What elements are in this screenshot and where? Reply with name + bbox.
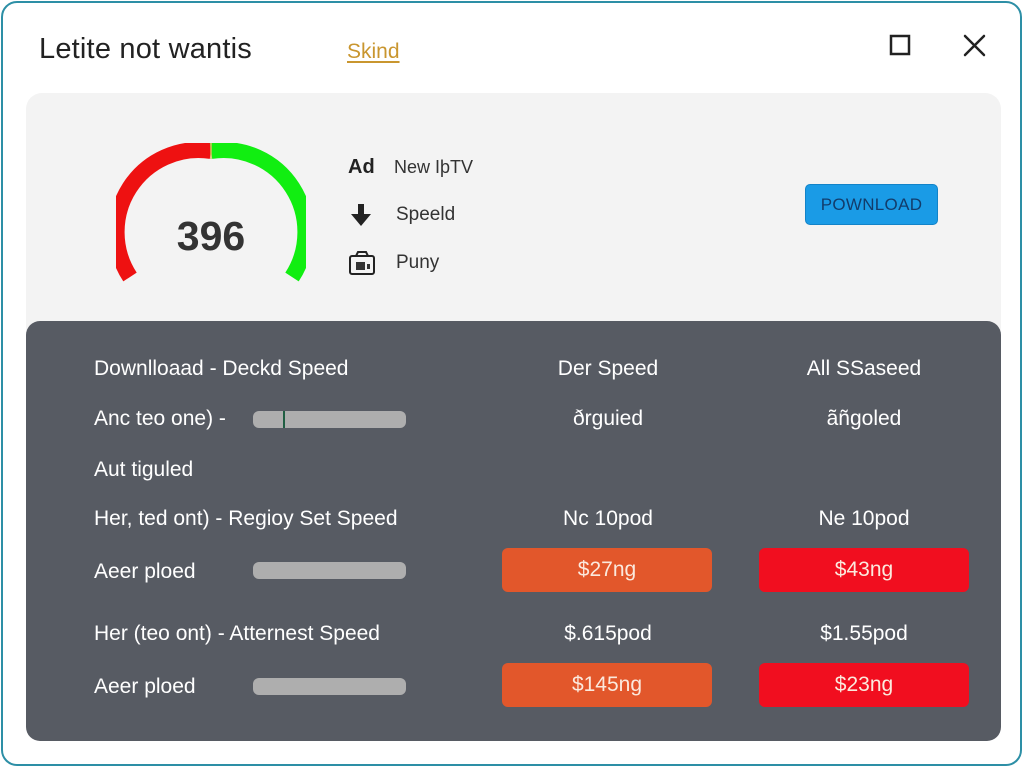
section2-price-b-button[interactable]: $23ng bbox=[759, 663, 969, 707]
maximize-icon bbox=[889, 34, 911, 56]
section1-label: Her, ted ont) - Regioy Set Speed bbox=[94, 507, 398, 530]
arrow-down-icon bbox=[348, 202, 384, 228]
maximize-button[interactable] bbox=[886, 31, 916, 61]
ad-badge-icon: Ad bbox=[348, 155, 375, 178]
header-col3: All SSaseed bbox=[806, 357, 922, 380]
close-button[interactable] bbox=[960, 31, 990, 61]
section1-col2: Nc 10pod bbox=[563, 507, 653, 530]
progress-marker[interactable] bbox=[283, 411, 285, 428]
row1-label: Anc teo one) - bbox=[94, 407, 226, 430]
title-bar: Letite not wantis Skind bbox=[3, 3, 1020, 93]
row2-label: Aut tiguled bbox=[94, 458, 194, 481]
section1-col3: Ne 10pod bbox=[818, 507, 910, 530]
details-panel: Downlloaad - Deckd Speed Der Speed All S… bbox=[26, 321, 1001, 741]
gauge-value: 396 bbox=[176, 213, 246, 259]
info-label: New IþTV bbox=[394, 156, 474, 177]
section2-progress-bar[interactable] bbox=[253, 678, 406, 695]
info-item-speed: Speeld bbox=[348, 191, 473, 239]
row1-col3: ãñgoled bbox=[826, 407, 902, 430]
camera-icon bbox=[348, 250, 384, 276]
download-button[interactable]: POWNLOAD bbox=[805, 184, 938, 225]
summary-card: 396 Ad New IþTV Speeld bbox=[26, 93, 1001, 343]
header-col2: Der Speed bbox=[557, 357, 659, 380]
section2-label: Her (teo ont) - Atternest Speed bbox=[94, 622, 380, 645]
row1-col2: ðrguied bbox=[572, 407, 644, 430]
section1-sub-label: Aeer ploed bbox=[94, 560, 196, 583]
window-title: Letite not wantis bbox=[39, 33, 252, 65]
skind-link[interactable]: Skind bbox=[347, 40, 400, 63]
section2-col3: $1.55pod bbox=[820, 622, 908, 645]
info-item-puny: Puny bbox=[348, 239, 473, 287]
section1-progress-bar[interactable] bbox=[253, 562, 406, 579]
speed-gauge bbox=[116, 143, 306, 282]
close-icon bbox=[963, 34, 986, 57]
info-item-tv: Ad New IþTV bbox=[348, 143, 473, 191]
info-list: Ad New IþTV Speeld bbox=[348, 143, 473, 287]
section2-sub-label: Aeer ploed bbox=[94, 675, 196, 698]
section1-price-a-button[interactable]: $27ng bbox=[502, 548, 712, 592]
info-label: Puny bbox=[396, 252, 440, 273]
section2-col2: $.615pod bbox=[564, 622, 652, 645]
header-label: Downlloaad - Deckd Speed bbox=[94, 357, 349, 380]
section1-price-b-button[interactable]: $43ng bbox=[759, 548, 969, 592]
row1-progress-bar[interactable] bbox=[253, 411, 406, 428]
info-label: Speeld bbox=[396, 204, 456, 225]
section2-price-a-button[interactable]: $145ng bbox=[502, 663, 712, 707]
